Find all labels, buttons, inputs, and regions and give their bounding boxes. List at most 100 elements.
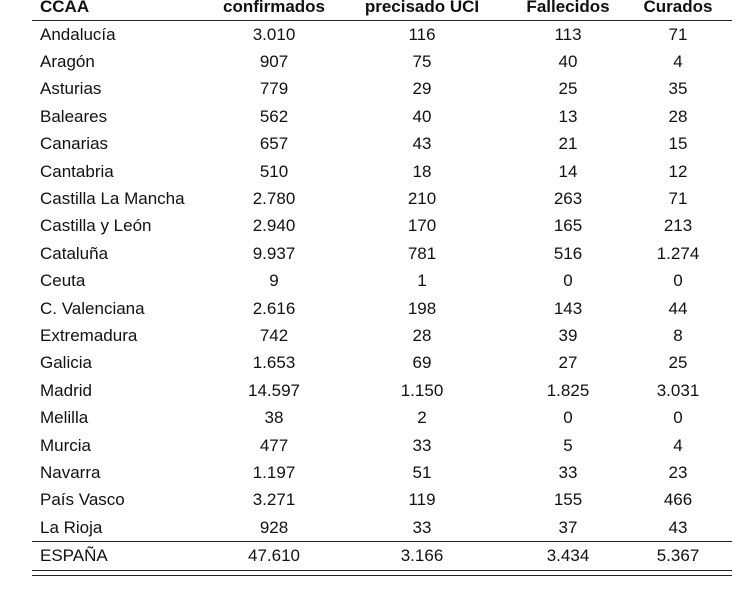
cell-uci: 51 [412, 462, 432, 482]
cell-uci: 33 [412, 517, 432, 537]
header-uci: precisado UCI [364, 0, 480, 16]
table-row: Andalucía 3.010 116 113 71 [32, 21, 732, 48]
cell-confirmados: 742 [259, 325, 289, 345]
double-underline [32, 570, 732, 577]
cell-region: Canarias [40, 134, 109, 154]
header-curados: Curados [643, 0, 713, 16]
cell-region: C. Valenciana [40, 298, 145, 318]
cell-uci: 75 [412, 52, 432, 72]
cell-confirmados: 9 [269, 271, 279, 291]
table-row: Aragón 907 75 40 4 [32, 48, 732, 75]
cell-uci: 43 [412, 134, 432, 154]
cell-region: Asturias [40, 79, 102, 99]
cell-confirmados: 510 [259, 161, 289, 181]
table-row: Cataluña 9.937 781 516 1.274 [32, 240, 732, 267]
cell-uci: 170 [407, 216, 437, 236]
cell-uci: 29 [412, 79, 432, 99]
total-row: ESPAÑA 47.610 3.166 3.434 5.367 [32, 541, 732, 570]
cell-region: País Vasco [40, 490, 125, 510]
cell-curados: 1.274 [656, 243, 700, 263]
cell-fallecidos: 25 [558, 79, 578, 99]
cell-curados: 466 [663, 490, 693, 510]
cell-region: Murcia [40, 435, 92, 455]
cell-uci: 1.150 [400, 380, 444, 400]
cell-curados: 35 [668, 79, 688, 99]
cell-fallecidos: 33 [558, 462, 578, 482]
cell-region: Aragón [40, 52, 95, 72]
cell-region: Extremadura [40, 325, 138, 345]
cell-confirmados: 562 [259, 106, 289, 126]
cell-region: Ceuta [40, 271, 86, 291]
cell-confirmados: 477 [259, 435, 289, 455]
cell-fallecidos: 113 [554, 24, 582, 44]
cell-curados: 8 [673, 325, 683, 345]
cell-fallecidos: 516 [553, 243, 583, 263]
covid-table: CCAA confirmados precisado UCI Fallecido… [32, 0, 732, 577]
cell-region: Madrid [40, 380, 92, 400]
total-uci: 3.166 [400, 546, 444, 566]
cell-curados: 3.031 [656, 380, 700, 400]
cell-uci: 18 [412, 161, 432, 181]
header-confirmados: confirmados [222, 0, 326, 16]
cell-curados: 25 [668, 353, 688, 373]
table-row: Melilla 38 2 0 0 [32, 404, 732, 431]
cell-region: Cataluña [40, 243, 109, 263]
cell-region: Navarra [40, 462, 101, 482]
cell-curados: 15 [668, 134, 688, 154]
cell-region: Castilla La Mancha [40, 189, 185, 209]
cell-fallecidos: 21 [558, 134, 578, 154]
cell-confirmados: 38 [264, 408, 284, 428]
table-row: Baleares 562 40 13 28 [32, 103, 732, 130]
cell-confirmados: 2.940 [252, 216, 296, 236]
table-row: Asturias 779 29 25 35 [32, 76, 732, 103]
table-row: Castilla La Mancha 2.780 210 263 71 [32, 185, 732, 212]
cell-confirmados: 779 [259, 79, 289, 99]
cell-uci: 210 [407, 189, 437, 209]
table-body: Andalucía 3.010 116 113 71 Aragón 907 75 40 4 Astu… [32, 21, 732, 541]
cell-uci: 2 [417, 408, 427, 428]
cell-uci: 116 [408, 24, 436, 44]
table-row: Galicia 1.653 69 27 25 [32, 350, 732, 377]
cell-fallecidos: 1.825 [546, 380, 590, 400]
table-row: Madrid 14.597 1.150 1.825 3.031 [32, 377, 732, 404]
table-row: Extremadura 742 28 39 8 [32, 322, 732, 349]
cell-curados: 71 [668, 24, 688, 44]
cell-curados: 71 [668, 189, 688, 209]
cell-curados: 23 [668, 462, 688, 482]
table-row: La Rioja 928 33 37 43 [32, 514, 732, 541]
cell-confirmados: 1.653 [252, 353, 296, 373]
cell-uci: 781 [407, 243, 437, 263]
cell-confirmados: 2.616 [252, 298, 296, 318]
table-row: Ceuta 9 1 0 0 [32, 268, 732, 295]
cell-curados: 0 [673, 271, 683, 291]
total-confirmados: 47.610 [248, 546, 300, 566]
table-row: C. Valenciana 2.616 198 143 44 [32, 295, 732, 322]
cell-fallecidos: 263 [553, 189, 583, 209]
table-row: Castilla y León 2.940 170 165 213 [32, 213, 732, 240]
cell-curados: 44 [668, 298, 688, 318]
cell-curados: 12 [668, 161, 688, 181]
cell-confirmados: 3.271 [252, 490, 296, 510]
cell-fallecidos: 40 [558, 52, 578, 72]
cell-region: Galicia [40, 353, 92, 373]
cell-uci: 33 [412, 435, 432, 455]
table-row: Murcia 477 33 5 4 [32, 432, 732, 459]
table-row: Navarra 1.197 51 33 23 [32, 459, 732, 486]
header-fallecidos: Fallecidos [526, 0, 610, 16]
cell-fallecidos: 143 [553, 298, 583, 318]
cell-region: Andalucía [40, 24, 116, 44]
cell-uci: 28 [412, 325, 432, 345]
cell-confirmados: 907 [259, 52, 289, 72]
cell-fallecidos: 37 [558, 517, 578, 537]
cell-uci: 198 [407, 298, 437, 318]
cell-curados: 4 [673, 52, 683, 72]
table-header: CCAA confirmados precisado UCI Fallecido… [32, 0, 732, 21]
cell-confirmados: 657 [259, 134, 289, 154]
cell-confirmados: 928 [259, 517, 289, 537]
cell-curados: 0 [673, 408, 683, 428]
cell-uci: 1 [417, 271, 427, 291]
cell-region: Melilla [40, 408, 89, 428]
cell-fallecidos: 155 [553, 490, 583, 510]
cell-fallecidos: 13 [558, 106, 578, 126]
cell-fallecidos: 14 [558, 161, 578, 181]
